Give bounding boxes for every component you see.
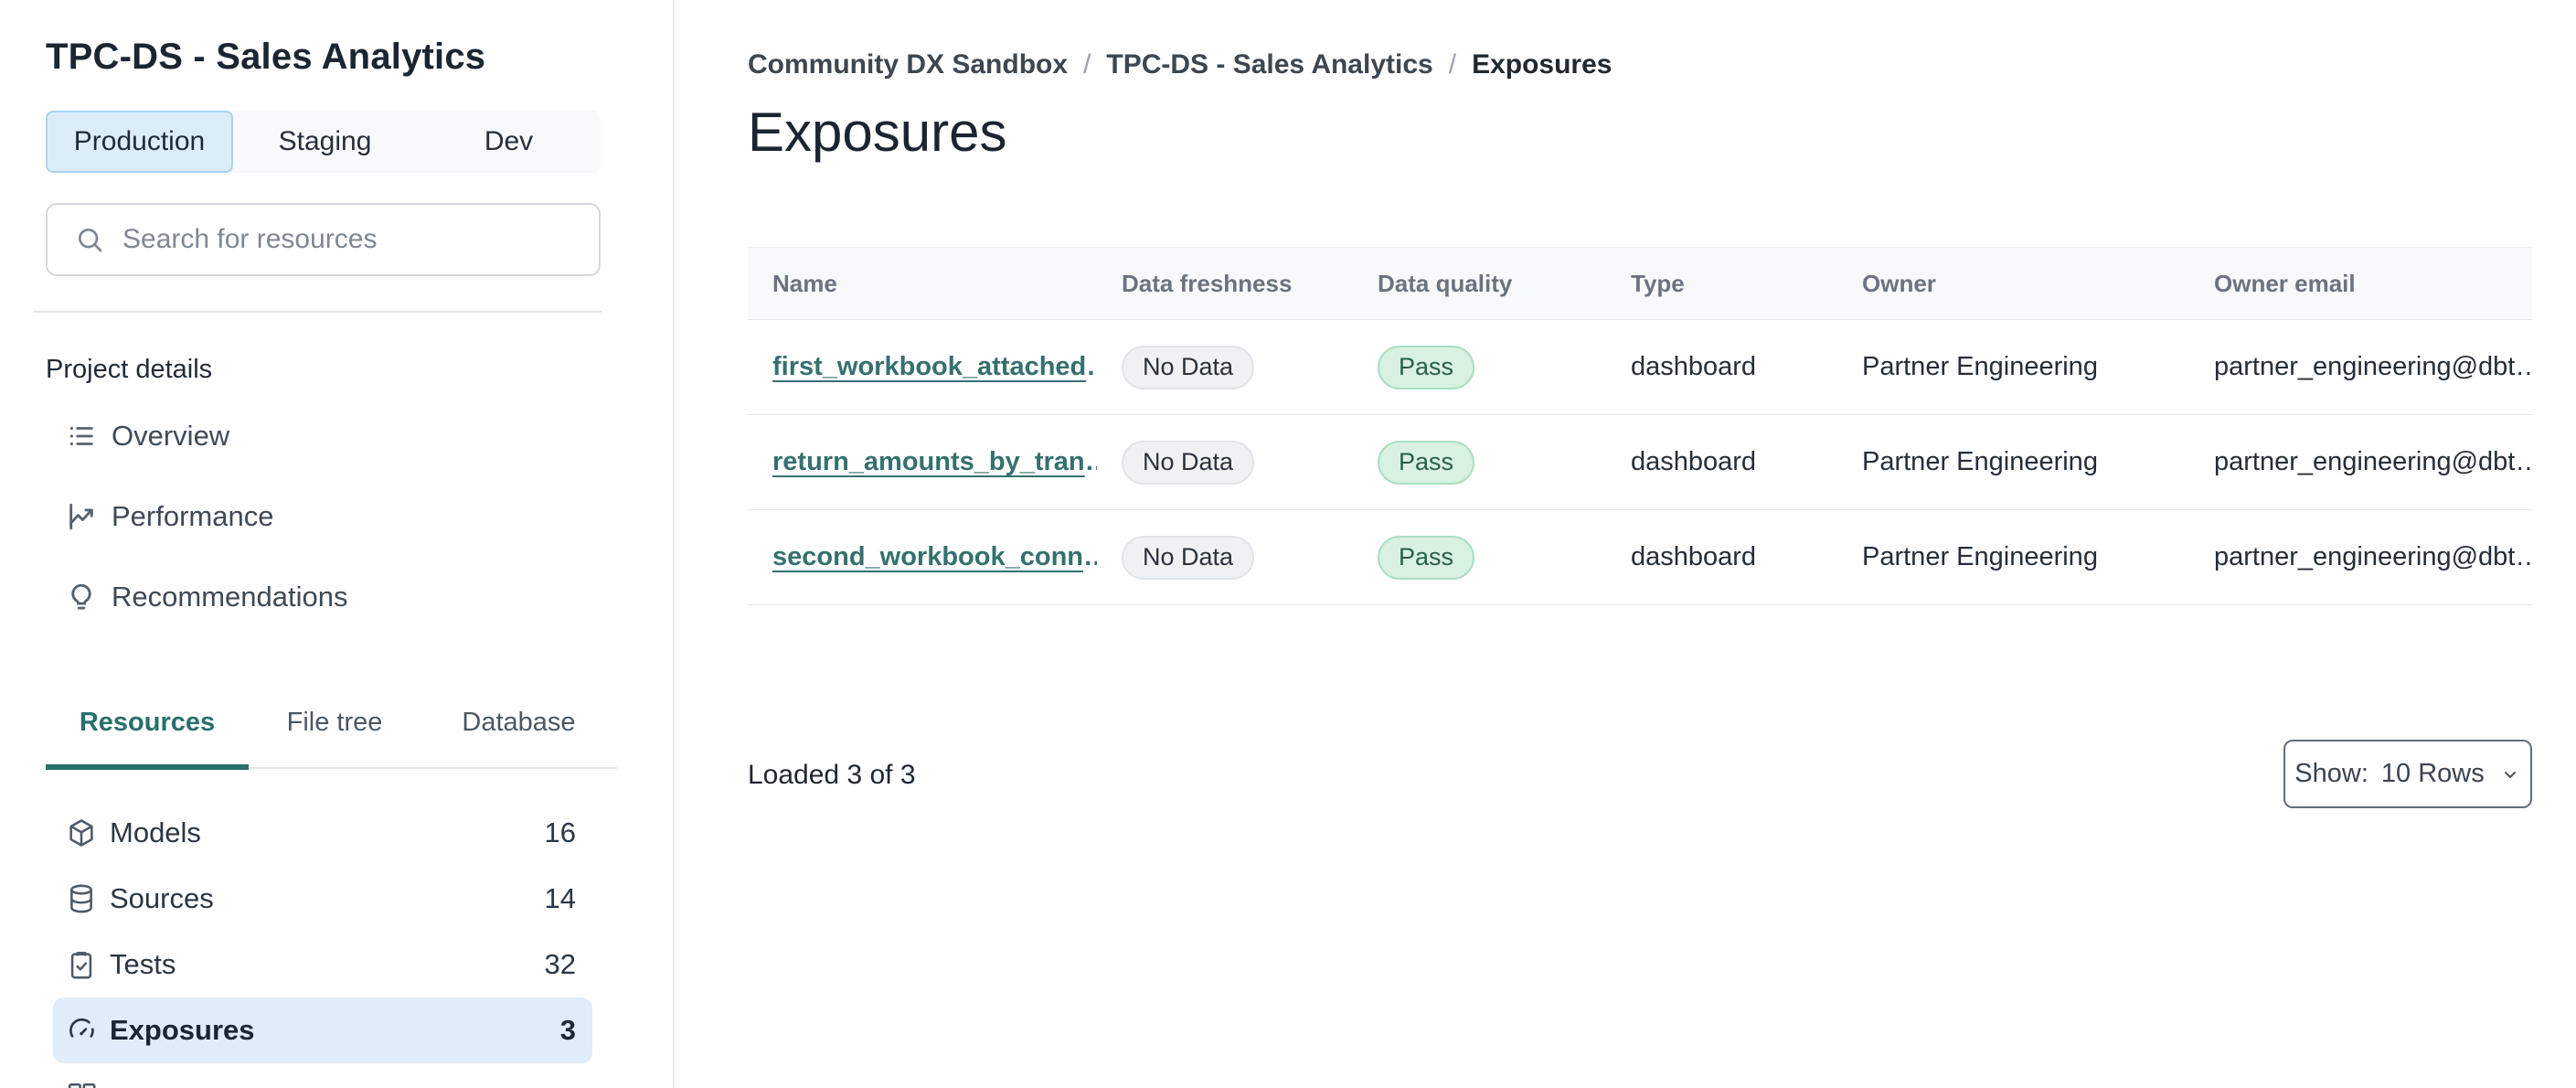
nav-item-recommendations[interactable]: Recommendations [46,568,601,626]
owner-cell: Partner Engineering [1862,352,2098,381]
tab-database[interactable]: Database [462,707,576,737]
owner-email-cell: partner_engineering@dbt… [2214,447,2532,476]
table-row: first_workbook_attached… No Data Pass da… [748,320,2532,415]
type-cell: dashboard [1631,542,1757,571]
breadcrumb-separator: / [1083,49,1091,80]
nav-item-overview[interactable]: Overview [46,407,601,465]
resource-label: Exposures [110,1014,255,1046]
environment-tabs: Production Staging Dev [46,111,601,173]
list-icon [66,421,97,452]
chevron-down-icon [2497,763,2521,785]
nav-item-performance[interactable]: Performance [46,487,601,546]
owner-email-cell: partner_engineering@dbt… [2214,542,2532,571]
project-nav: Overview Performance Recommendations [46,407,601,648]
col-header-owner: Owner [1862,269,1936,297]
nav-label: Recommendations [112,581,348,613]
owner-email-cell: partner_engineering@dbt… [2214,352,2532,381]
freshness-badge: No Data [1122,535,1255,580]
sidebar-item-tests[interactable]: Tests 32 [53,932,592,997]
env-tab-staging[interactable]: Staging [278,126,372,156]
breadcrumb-current: Exposures [1472,49,1613,80]
lightbulb-icon [66,581,97,613]
sidebar-divider [33,311,601,313]
col-header-name: Name [772,269,837,297]
tab-baseline [46,767,617,769]
type-cell: dashboard [1631,447,1757,476]
breadcrumb-account[interactable]: Community DX Sandbox [748,49,1069,80]
nav-label: Overview [112,420,230,452]
search-icon [75,225,104,254]
resource-count: 14 [544,882,576,914]
loaded-status: Loaded 3 of 3 [748,760,916,790]
owner-cell: Partner Engineering [1862,542,2098,571]
search-input[interactable] [122,224,580,255]
table-header: Name Data freshness Data quality Type Ow… [748,247,2532,320]
env-tab-production[interactable]: Production [46,111,233,173]
active-tab-indicator [46,764,249,770]
col-header-freshness: Data freshness [1122,269,1293,297]
nav-label: Performance [112,500,274,532]
show-value: 10 Rows [2380,759,2485,788]
project-title: TPC-DS - Sales Analytics [46,37,486,77]
exposures-table: Name Data freshness Data quality Type Ow… [748,247,2532,605]
resource-count: 32 [544,948,576,980]
resource-view-tabs: Resources File tree Database [46,698,617,747]
table-row: return_amounts_by_tran… No Data Pass das… [748,415,2532,510]
breadcrumb: Community DX Sandbox / TPC-DS - Sales An… [748,49,1612,80]
exposure-link[interactable]: return_amounts_by_tran… [772,447,1097,476]
resource-label: Tests [110,948,176,980]
clipboard-check-icon [66,949,97,980]
type-cell: dashboard [1631,352,1757,381]
owner-cell: Partner Engineering [1862,447,2098,476]
sidebar-item-sources[interactable]: Sources 14 [53,866,592,932]
project-details-heading: Project details [46,355,213,384]
col-header-quality: Data quality [1378,269,1513,297]
resource-label: Models [110,816,201,848]
quality-badge: Pass [1378,345,1475,389]
tab-resources[interactable]: Resources [79,707,216,737]
env-tab-dev[interactable]: Dev [484,126,534,156]
quality-badge: Pass [1378,440,1475,485]
gauge-icon [66,1015,97,1046]
rows-per-page-select[interactable]: Show: 10 Rows [2283,740,2532,808]
table-row: second_workbook_conn… No Data Pass dashb… [748,510,2532,605]
freshness-badge: No Data [1122,440,1255,485]
exposure-link[interactable]: first_workbook_attached… [772,352,1097,381]
page-title: Exposures [748,101,1007,163]
grid-icon [66,1081,340,1088]
tab-file-tree[interactable]: File tree [286,707,383,737]
resource-count: 16 [544,816,576,848]
sidebar-item-exposures[interactable]: Exposures 3 [53,997,592,1063]
sidebar-main-divider [673,0,675,1088]
show-label: Show: [2294,759,2368,788]
col-header-owner-email: Owner email [2214,269,2356,297]
breadcrumb-separator: / [1448,49,1457,80]
freshness-badge: No Data [1122,345,1255,389]
resource-count: 3 [559,1014,576,1046]
col-header-type: Type [1631,269,1685,297]
cube-icon [66,817,97,848]
exposure-link[interactable]: second_workbook_conn… [772,542,1097,571]
breadcrumb-project[interactable]: TPC-DS - Sales Analytics [1106,49,1433,80]
trend-chart-icon [66,501,97,532]
quality-badge: Pass [1378,535,1475,580]
resource-label: Sources [110,882,214,914]
resource-search[interactable] [46,203,601,276]
database-icon [66,883,97,914]
sidebar-item-models[interactable]: Models 16 [53,800,592,866]
resource-list: Models 16 Sources 14 Tests 32 Exposures … [53,800,592,1063]
